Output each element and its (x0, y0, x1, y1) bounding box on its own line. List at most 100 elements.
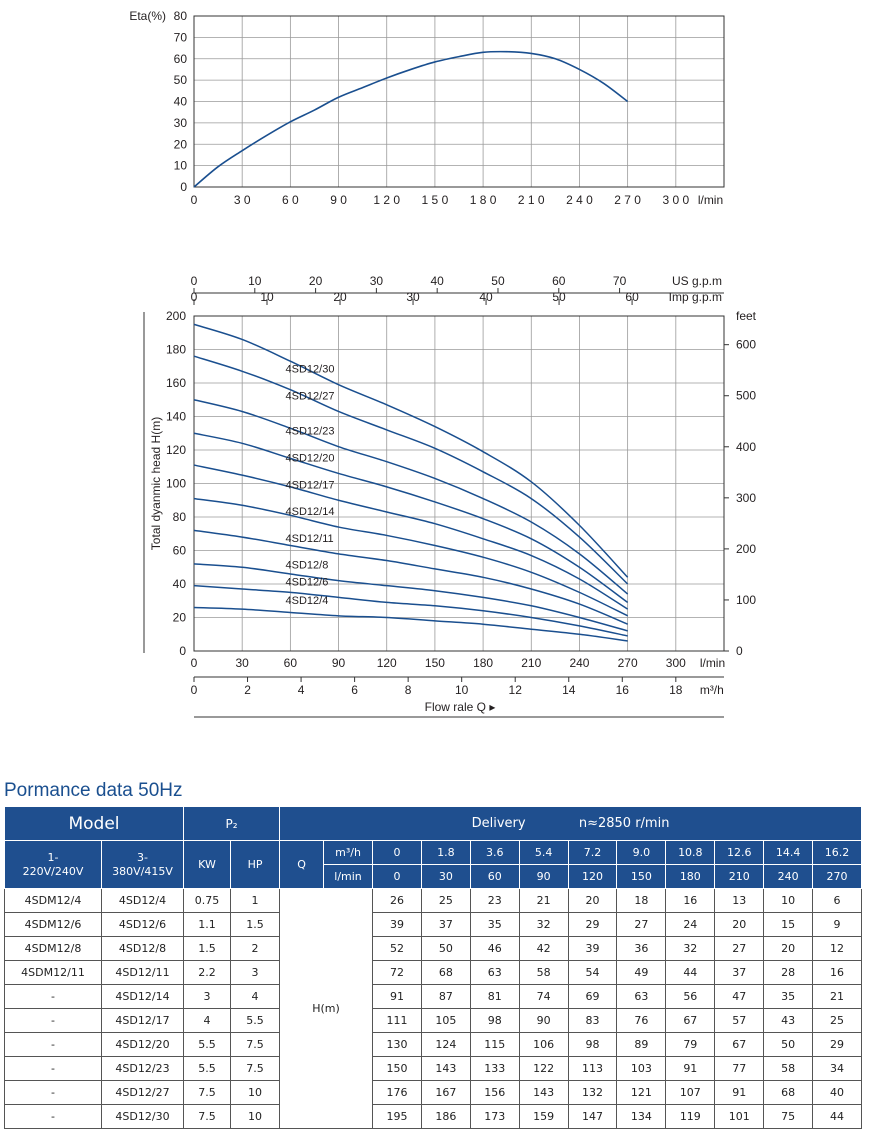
head-value-cell: 143 (518, 1080, 569, 1105)
y-tick-label: 120 (166, 443, 186, 457)
head-value-cell: 115 (469, 1032, 520, 1057)
x-tick-label: 3 0 (234, 193, 251, 207)
m3h-cell: 5.4 (518, 840, 569, 865)
lmin-cell: 180 (665, 864, 716, 889)
head-value-cell: 18 (616, 888, 667, 913)
x-tick-label: 6 0 (282, 193, 299, 207)
m3h-tick-label: 10 (455, 683, 469, 697)
head-curve (193, 606, 628, 642)
feet-tick-label: 0 (736, 644, 743, 658)
head-value-cell: 176 (372, 1080, 422, 1105)
table-row: -4SD12/20 5.5 7.5 130 124 115 106 98 89 79 67 50 29 (4, 1032, 862, 1057)
head-value-cell: 58 (518, 960, 569, 985)
head-value-cell: 106 (518, 1032, 569, 1057)
head-value-cell: 57 (714, 1008, 765, 1033)
table-cell: 4SD12/8 (100, 936, 185, 961)
head-value-cell: 77 (714, 1056, 765, 1081)
head-value-cell: 39 (567, 936, 618, 961)
delivery-label: Delivery (471, 816, 526, 831)
series-label: 4SD12/4 (286, 595, 329, 607)
table-cell: 4SDM12/8 (4, 936, 102, 961)
table-row: 4SDM12/4 4SD12/4 0.75 1 H(m) 26 25 23 21 20 18 16 13… (4, 888, 862, 1129)
x-tick-label: 300 (666, 656, 686, 670)
head-curve (193, 529, 628, 625)
head-value-cell: 54 (567, 960, 618, 985)
m3h-tick-label: 6 (351, 683, 358, 697)
lmin-cell: 150 (616, 864, 667, 889)
x-tick-label: 210 (521, 656, 541, 670)
plot-frame (193, 15, 725, 188)
table-cell: 4SDM12/6 (4, 912, 102, 937)
series-label: 4SD12/23 (286, 426, 335, 438)
m3h-cell: 3.6 (469, 840, 520, 865)
head-value-cell: 20 (714, 912, 765, 937)
table-cell: 4SDM12/11 (4, 960, 102, 985)
head-value-cell: 68 (420, 960, 471, 985)
table-row: 4SDM12/11 4SD12/11 2.2 3 72 68 63 58 54 49 44 37 28 1… (4, 960, 862, 985)
head-curve (193, 563, 628, 632)
head-curve (193, 432, 629, 604)
head-value-cell: 87 (420, 984, 471, 1009)
m3h-tick-label: 8 (405, 683, 412, 697)
series-label: 4SD12/30 (286, 364, 335, 376)
m3h-header: m³/h (323, 840, 374, 865)
imp-gpm-tick-label: 20 (333, 290, 347, 304)
head-value-cell: 74 (518, 984, 569, 1009)
us-gpm-tick-label: 0 (191, 274, 198, 288)
y-tick-label: 140 (166, 410, 186, 424)
m3h-tick-label: 18 (669, 683, 683, 697)
x-tick-label: 1 2 0 (373, 193, 400, 207)
head-value-cell: 81 (469, 984, 520, 1009)
imp-gpm-tick-label: 10 (260, 290, 274, 304)
m3h-tick-label: 4 (298, 683, 305, 697)
table-cell: 4SD12/20 (100, 1032, 185, 1057)
table-row: 4SDM12/8 4SD12/8 1.5 2 52 50 46 42 39 36 32 27 20 12 (4, 936, 862, 961)
head-value-cell: 91 (714, 1080, 765, 1105)
x-tick-label: 60 (284, 656, 298, 670)
feet-tick-label: 600 (736, 338, 756, 352)
us-gpm-tick-label: 60 (552, 274, 566, 288)
head-value-cell: 10 (763, 888, 814, 913)
table-cell: 2 (230, 936, 281, 961)
head-value-cell: 23 (469, 888, 520, 913)
feet-tick-label: 200 (736, 542, 756, 556)
series-label: 4SD12/14 (286, 506, 335, 518)
head-value-cell: 132 (567, 1080, 618, 1105)
head-value-cell: 27 (616, 912, 667, 937)
table-row: -4SD12/23 5.5 7.5 150 143 133 122 113 103 91 77 58 3… (4, 1056, 862, 1081)
table-cell: - (4, 1056, 102, 1081)
y-tick-label: 0 (179, 644, 186, 658)
lmin-cell: 240 (763, 864, 814, 889)
efficiency-chart: 0 10 20 30 40 50 60 70 80 0 3 0 6 0 9 0 1 2 0 1 5 0 1 8… (129, 9, 725, 207)
lmin-cell: 210 (714, 864, 765, 889)
head-value-cell: 26 (372, 888, 422, 913)
series-label: 4SD12/27 (286, 390, 335, 402)
y-tick-label: 0 (180, 180, 187, 194)
head-value-cell: 63 (616, 984, 667, 1009)
head-value-cell: 39 (372, 912, 422, 937)
plot-frame (193, 315, 725, 652)
y-tick-label: 200 (166, 309, 186, 323)
table-cell: 4 (230, 984, 281, 1009)
head-curve (193, 464, 629, 610)
performance-table: Model P₂ Delivery n≈2850 r/min 1- 220V/2… (3, 806, 862, 1129)
us-gpm-tick-label: 10 (248, 274, 262, 288)
single-phase-header: 1- 220V/240V (4, 840, 102, 889)
head-value-cell: 150 (372, 1056, 422, 1081)
m3h-cell: 7.2 (567, 840, 618, 865)
m3h-tick-label: 0 (191, 683, 198, 697)
us-gpm-tick-label: 20 (309, 274, 323, 288)
y-tick-label: 40 (173, 577, 187, 591)
table-row: -4SD12/17 4 5.5 111 105 98 90 83 76 67 57 43 25 (4, 1008, 862, 1033)
lmin-cell: 120 (567, 864, 618, 889)
table-row: -4SD12/30 7.5 10 195 186 173 159 147 134 119 101 75… (4, 1104, 862, 1129)
delivery-header: Delivery n≈2850 r/min (279, 806, 862, 841)
imp-gpm-tick-label: 30 (406, 290, 420, 304)
head-curve (193, 399, 629, 595)
head-value-cell: 113 (567, 1056, 618, 1081)
x-axis-label: Flow rale Q ▸ (425, 700, 496, 714)
head-value-cell: 91 (665, 1056, 716, 1081)
head-value-cell: 25 (812, 1008, 862, 1033)
head-value-cell: 28 (763, 960, 814, 985)
table-row: -4SD12/14 3 4 91 87 81 74 69 63 56 47 35 21 (4, 984, 862, 1009)
